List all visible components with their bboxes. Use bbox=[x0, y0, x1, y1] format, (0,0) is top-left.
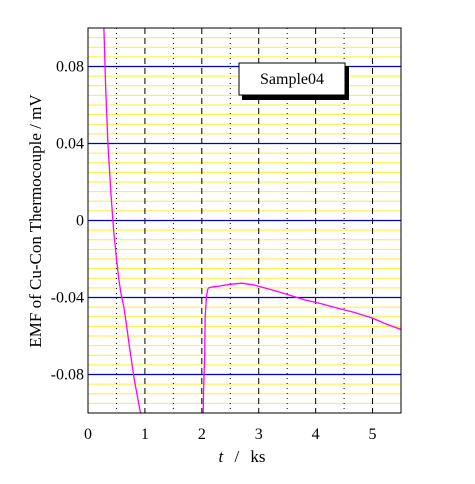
x-axis-unit: ks bbox=[250, 447, 265, 466]
x-axis-separator: / bbox=[234, 447, 239, 466]
y-tick-label: 0.08 bbox=[56, 59, 84, 76]
y-tick-label: -0.04 bbox=[51, 290, 84, 307]
series-line-1 bbox=[103, 28, 142, 413]
y-axis-label: EMF of Cu-Con Thermocouple / mV bbox=[26, 94, 45, 348]
sample-annotation-label: Sample04 bbox=[260, 71, 324, 88]
data-series bbox=[103, 28, 401, 413]
x-axis-variable: t bbox=[218, 447, 224, 466]
y-tick-labels: 0.08 0.04 0 -0.04 -0.08 bbox=[51, 59, 84, 384]
y-tick-label: -0.08 bbox=[51, 367, 84, 384]
sample-annotation-box bbox=[238, 62, 346, 96]
x-tick-labels: 0 1 2 3 4 5 bbox=[84, 426, 377, 443]
series-line-2 bbox=[202, 282, 401, 413]
x-tick-label: 5 bbox=[369, 426, 377, 443]
x-tick-label: 3 bbox=[255, 426, 263, 443]
x-tick-label: 2 bbox=[198, 426, 206, 443]
x-tick-label: 4 bbox=[312, 426, 320, 443]
plot-frame bbox=[87, 27, 402, 414]
y-tick-label: 0.04 bbox=[56, 136, 84, 153]
x-tick-label: 0 bbox=[84, 426, 92, 443]
y-tick-label: 0 bbox=[76, 213, 84, 230]
x-tick-label: 1 bbox=[141, 426, 149, 443]
sample-annotation: Sample04 bbox=[238, 62, 349, 100]
major-gridlines bbox=[88, 65, 401, 376]
x-axis-label: t / ks bbox=[218, 447, 265, 466]
